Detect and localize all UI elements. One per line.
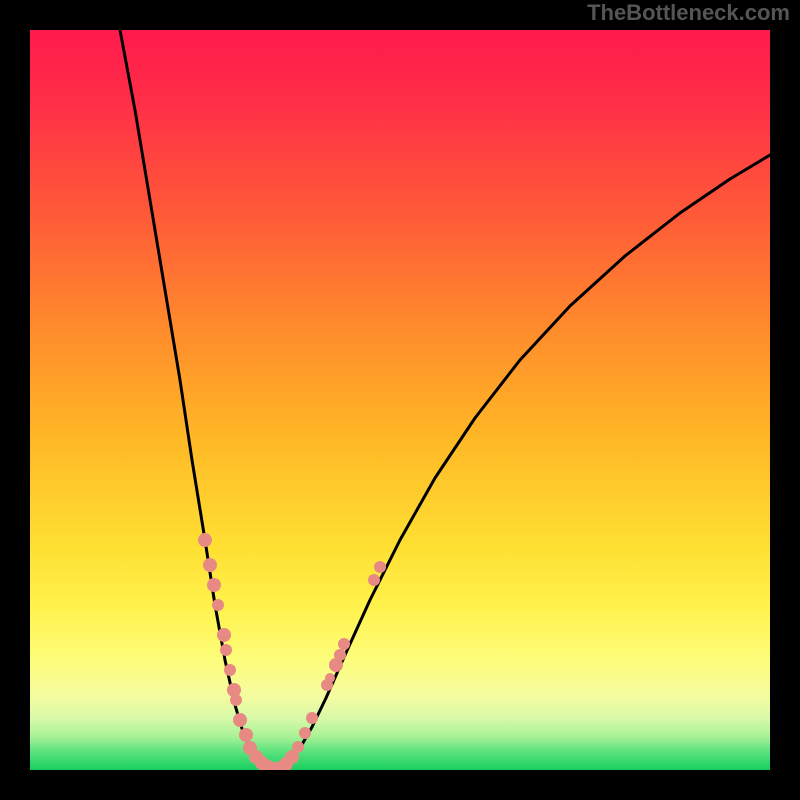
data-point bbox=[217, 628, 231, 642]
data-point bbox=[207, 578, 221, 592]
data-point bbox=[220, 644, 232, 656]
data-point bbox=[374, 561, 386, 573]
data-point bbox=[224, 664, 236, 676]
data-point bbox=[292, 741, 304, 753]
data-point bbox=[338, 638, 350, 650]
data-point bbox=[368, 574, 380, 586]
data-point bbox=[233, 713, 247, 727]
data-point bbox=[325, 673, 335, 683]
data-point bbox=[306, 712, 318, 724]
chart-svg bbox=[0, 0, 800, 800]
chart-container: { "canvas": { "width": 800, "height": 80… bbox=[0, 0, 800, 800]
data-point bbox=[198, 533, 212, 547]
data-point bbox=[203, 558, 217, 572]
data-point bbox=[212, 599, 224, 611]
data-point bbox=[334, 649, 346, 661]
data-point bbox=[230, 694, 242, 706]
data-point bbox=[299, 727, 311, 739]
watermark-text: TheBottleneck.com bbox=[587, 0, 790, 26]
data-point bbox=[239, 728, 253, 742]
